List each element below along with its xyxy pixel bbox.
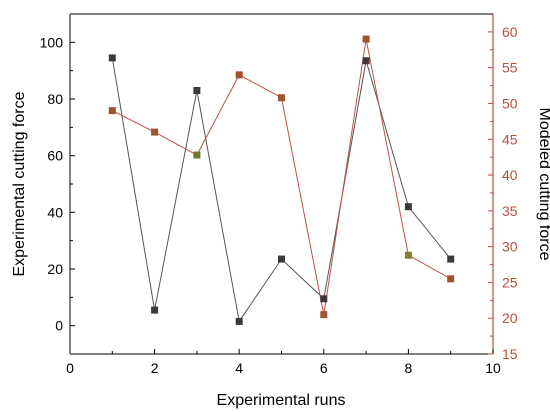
- series-2-marker: [235, 71, 243, 79]
- series-1-marker: [108, 54, 116, 62]
- series-1-marker: [447, 255, 455, 263]
- series-2-marker: [151, 128, 159, 136]
- y-tick-label: 100: [40, 34, 64, 50]
- y2-tick-label: 20: [502, 310, 518, 326]
- x-axis-ticks: 0 2 4 6 8 10: [66, 349, 501, 376]
- series-1-marker: [193, 87, 201, 94]
- y2-tick-label: 50: [502, 95, 518, 111]
- series-1-marker: [278, 255, 285, 263]
- series-2-marker: [320, 311, 328, 319]
- series-2-marker: [447, 275, 455, 283]
- series-1-marker: [320, 295, 328, 303]
- y2-tick-label: 15: [502, 346, 518, 362]
- y2-tick-label: 55: [502, 60, 518, 76]
- y-tick-label: 0: [55, 318, 63, 334]
- series-2-marker: [193, 151, 201, 159]
- series-2-marker: [108, 107, 116, 115]
- series-1-marker: [404, 203, 412, 211]
- series-2-marker: [404, 251, 412, 259]
- x-axis-label: Experimental runs: [217, 392, 346, 409]
- y2-tick-label: 60: [502, 24, 518, 40]
- right-axis-label: Modeled cutting force: [536, 108, 550, 261]
- plot-area: [70, 14, 493, 354]
- series-2-marker: [278, 94, 285, 102]
- y2-tick-label: 45: [502, 131, 518, 147]
- x-tick-label: 0: [66, 360, 74, 376]
- series-1-marker: [151, 306, 159, 314]
- y-tick-label: 80: [47, 91, 63, 107]
- series-1-marker: [362, 57, 370, 65]
- left-axis-label: Experimental cutting force: [11, 91, 28, 276]
- left-axis-ticks: 0 20 40 60 80 100: [40, 34, 75, 334]
- y-tick-label: 20: [47, 261, 63, 277]
- series-markers: [108, 35, 455, 325]
- x-tick-label: 6: [320, 360, 328, 376]
- y2-tick-label: 40: [502, 167, 518, 183]
- x-tick-label: 4: [235, 360, 243, 376]
- y2-tick-label: 25: [502, 274, 518, 290]
- x-tick-label: 8: [405, 360, 413, 376]
- x-tick-label: 10: [485, 360, 501, 376]
- right-axis-ticks: 15 20 25 30 35 40 45 50 55 60: [488, 24, 518, 362]
- y-tick-label: 60: [47, 148, 63, 164]
- y2-tick-label: 35: [502, 203, 518, 219]
- series-2-marker: [362, 35, 370, 43]
- y2-tick-label: 30: [502, 239, 518, 255]
- series-1-marker: [235, 317, 243, 325]
- y-tick-label: 40: [47, 204, 63, 220]
- x-tick-label: 2: [151, 360, 159, 376]
